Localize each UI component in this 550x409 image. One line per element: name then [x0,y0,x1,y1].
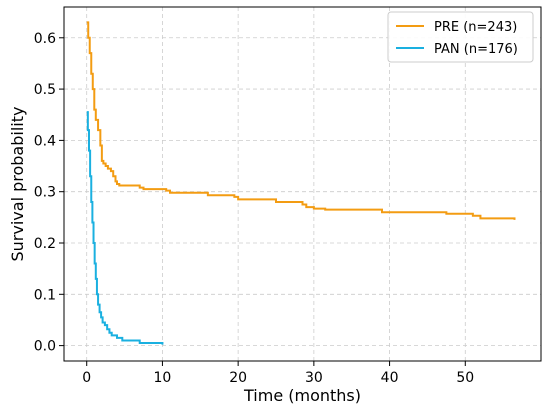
y-tick-label: 0.0 [34,339,56,355]
series-layer [86,21,516,345]
legend-box [387,11,534,63]
grid [64,7,541,361]
series-line-1 [86,111,164,345]
y-tick-label: 0.4 [34,133,56,149]
legend: PRE (n=243) PAN (n=176) [387,11,534,63]
plot-frame [63,6,542,362]
legend-label-0: PRE (n=243) [434,20,517,35]
x-tick-label: 20 [229,370,247,386]
x-tick-label: 40 [381,370,399,386]
y-tick-label: 0.5 [34,82,56,98]
x-tick-label: 30 [305,370,323,386]
x-tick-label: 10 [154,370,172,386]
ticks: 0 10 20 30 40 50 0.0 0.1 0.2 0.3 0.4 0.5 0.6 [34,31,474,386]
y-axis-label: Survival probability [8,107,27,262]
x-tick-label: 50 [456,370,474,386]
x-tick-label: 0 [82,370,91,386]
series-line-0 [86,21,516,220]
y-tick-label: 0.3 [34,185,56,201]
y-tick-label: 0.6 [34,31,56,47]
legend-label-1: PAN (n=176) [434,42,518,57]
x-axis-label: Time (months) [243,386,361,405]
y-tick-label: 0.1 [34,287,56,303]
y-tick-label: 0.2 [34,236,56,252]
